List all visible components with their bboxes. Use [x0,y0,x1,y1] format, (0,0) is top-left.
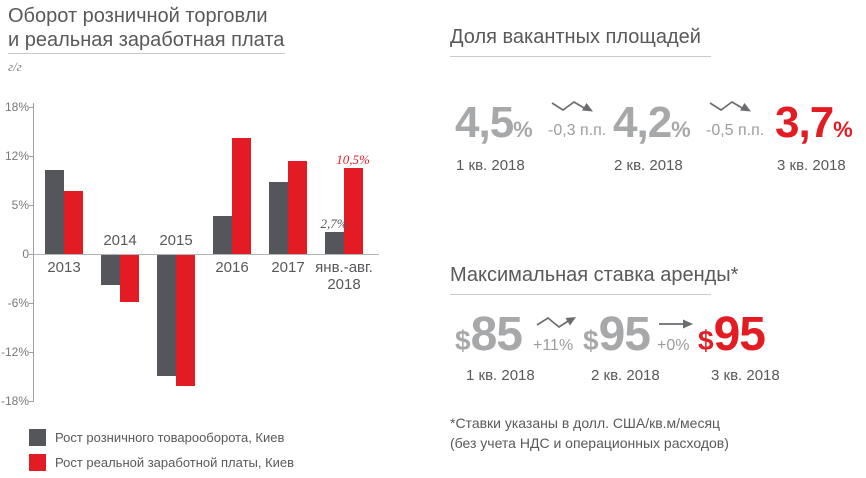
chart-units: г/г [8,59,22,74]
rent-heading: Максимальная ставка аренды* [450,264,739,286]
chart-title-line1: Оборот розничной торговли [8,5,268,27]
bar-wages-2014 [120,255,139,303]
category-label: 2016 [215,259,249,276]
y-tick-mark [29,400,33,402]
y-tick-mark [29,107,33,109]
bar-wages-2016 [232,138,251,254]
category-label: 2015 [159,232,193,249]
vacancy-delta-2: -0,5 п.п. [706,122,765,139]
bar-turnover-2015 [157,255,176,376]
vacancy-delta-1: -0,3 п.п. [548,122,607,139]
vacancy-q2-unit: % [671,117,691,142]
bar-turnover-янв.-авг. 2018 [325,232,344,254]
y-tick-mark [29,156,33,158]
bar-chart: 18% 12% 5% 0 -6% -12% -18% 2013 2014 2015 2016 2017… [0,95,430,425]
vacancy-q3-value: 3,7 [775,98,834,147]
y-tick-label: 0 [22,247,29,261]
y-tick-label: 12% [4,149,29,164]
vacancy-q3-unit: % [833,117,853,142]
y-tick-label: -12% [0,344,29,359]
vacancy-heading: Доля вакантных площадей [450,26,701,48]
rent-delta-1: +11% [533,337,574,354]
turnover-swatch [29,429,46,446]
bar-wages-2015 [176,255,195,387]
bar-wages-янв.-авг. 2018 [344,168,363,254]
category-label: янв.-авг. 2018 [315,259,373,293]
trend-up-icon [535,314,577,331]
y-tick-label: -6% [7,295,29,310]
rent-divider [450,294,711,295]
trend-flat-icon [658,318,694,330]
rent-q2-label: 2 кв. 2018 [591,367,660,384]
legend-item-wages: Рост реальной заработной платы, Киев [29,454,294,471]
rent-q2-value: 95 [598,308,651,361]
vacancy-stat-q2: 4,2% [613,101,691,145]
legend-label-wages: Рост реальной заработной платы, Киев [55,455,295,470]
bar-wages-2013 [64,191,83,254]
vacancy-divider [450,56,711,57]
rent-footnote: *Ставки указаны в долл. США/кв.м/месяц (… [450,413,729,453]
y-tick-mark [29,254,33,255]
x-axis-line [33,254,379,255]
rent-q1-label: 1 кв. 2018 [466,367,535,384]
y-axis-line [33,103,34,402]
category-label: 2014 [103,232,137,249]
footnote-line1: *Ставки указаны в долл. США/кв.м/месяц [450,415,721,431]
y-tick-label: -18% [0,393,29,408]
y-tick-label: 5% [11,198,29,213]
chart-title-line2: и реальная заработная плата [8,29,285,51]
bar-turnover-2014 [101,255,120,286]
y-tick-mark [29,205,33,207]
vacancy-q2-label: 2 кв. 2018 [614,157,683,174]
rent-q1-value: 85 [470,308,523,361]
y-tick-mark [29,351,33,353]
chart-title: Оборот розничной торговли и реальная зар… [8,4,284,52]
title-divider [8,53,285,54]
rent-stat-q1: $85 [455,311,523,359]
rent-stat-q2: $95 [583,311,651,359]
bar-annotation: 10,5% [336,152,370,168]
rent-q1-currency: $ [455,325,471,356]
category-label: 2013 [47,259,81,276]
vacancy-q1-unit: % [513,117,533,142]
trend-down-icon [708,100,752,115]
rent-delta-2: +0% [657,337,690,354]
rent-q3-value: 95 [713,308,766,361]
vacancy-q1-label: 1 кв. 2018 [456,157,525,174]
rent-q3-label: 3 кв. 2018 [711,367,780,384]
legend-label-turnover: Рост розничного товарооборота, Киев [55,430,285,445]
trend-down-icon [550,100,594,115]
vacancy-q3-label: 3 кв. 2018 [777,157,846,174]
bar-turnover-2013 [45,170,64,254]
y-tick-mark [29,302,33,304]
y-tick-label: 18% [4,100,29,115]
bar-wages-2017 [288,161,307,254]
bar-turnover-2017 [269,181,288,254]
vacancy-q2-value: 4,2 [613,98,672,147]
category-label: 2017 [271,259,305,276]
vacancy-stat-q3: 3,7% [775,101,853,145]
rent-stat-q3: $95 [698,311,766,359]
footnote-line2: (без учета НДС и операционных расходов) [450,435,729,451]
legend-item-turnover: Рост розничного товарооборота, Киев [29,429,284,446]
bar-turnover-2016 [213,215,232,254]
rent-q2-currency: $ [583,325,599,356]
bar-annotation: 2,7% [320,216,348,231]
rent-q3-currency: $ [698,325,714,356]
wages-swatch [29,454,46,471]
vacancy-q1-value: 4,5 [455,98,514,147]
vacancy-stat-q1: 4,5% [455,101,533,145]
